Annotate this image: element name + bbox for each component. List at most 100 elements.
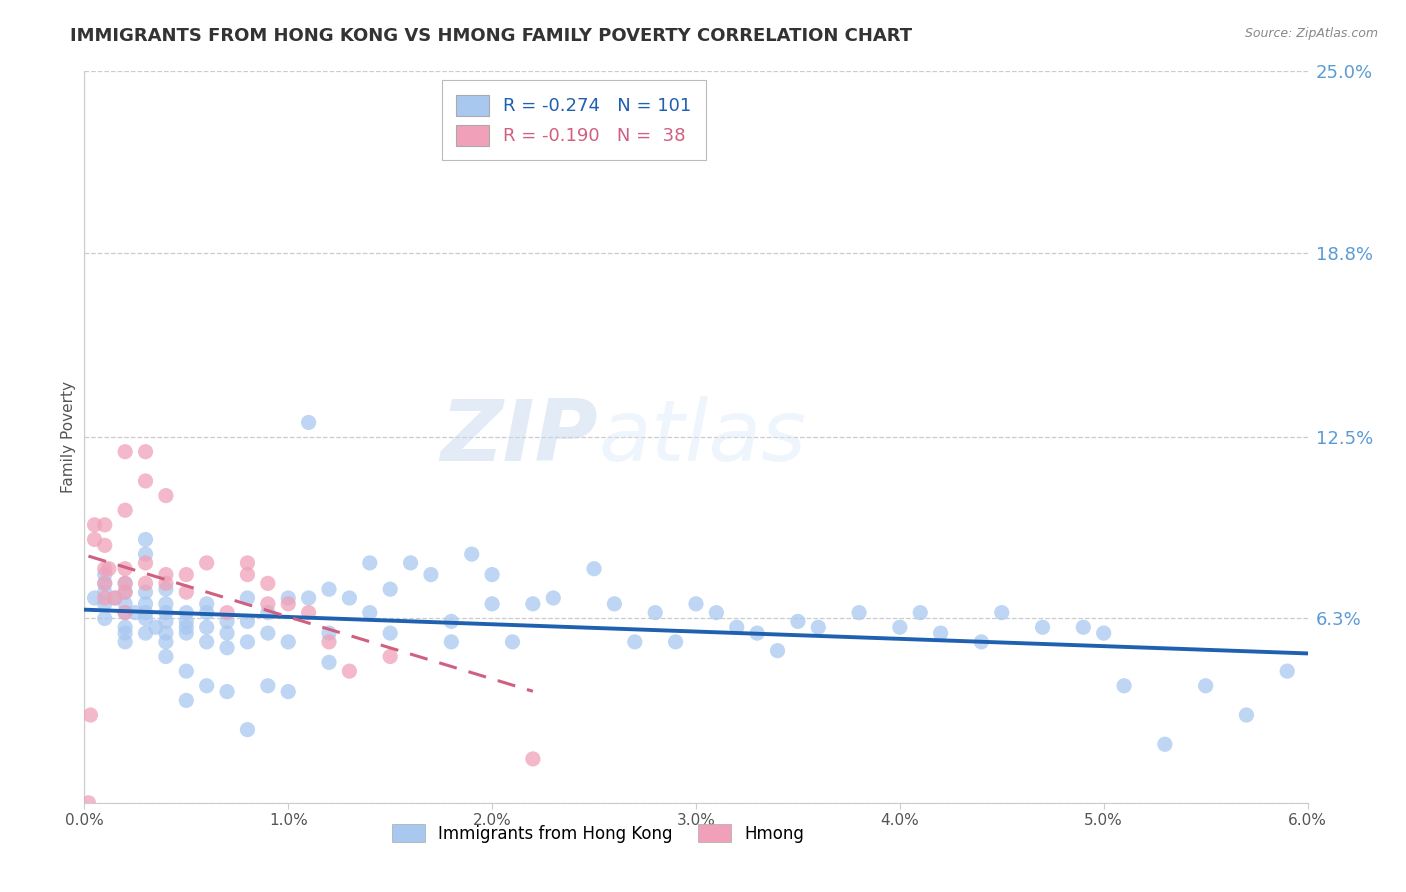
Point xyxy=(399,556,422,570)
Text: atlas: atlas xyxy=(598,395,806,479)
Point xyxy=(257,679,280,693)
Text: ZIP: ZIP xyxy=(440,395,598,479)
Point xyxy=(195,620,218,634)
Point xyxy=(257,576,280,591)
Point xyxy=(135,576,157,591)
Point xyxy=(79,708,101,723)
Point xyxy=(236,591,259,605)
Point xyxy=(420,567,443,582)
Point xyxy=(380,582,402,597)
Point xyxy=(298,591,321,605)
Point xyxy=(339,664,361,678)
Point xyxy=(991,606,1014,620)
Point xyxy=(114,576,136,591)
Point xyxy=(135,585,157,599)
Point xyxy=(114,585,136,599)
Point xyxy=(1195,679,1218,693)
Point xyxy=(747,626,769,640)
Point xyxy=(318,626,340,640)
Point xyxy=(543,591,565,605)
Point xyxy=(257,597,280,611)
Point xyxy=(889,620,911,634)
Point xyxy=(114,635,136,649)
Point xyxy=(195,556,218,570)
Point xyxy=(155,489,177,503)
Point xyxy=(104,591,127,605)
Point xyxy=(176,626,198,640)
Point xyxy=(195,606,218,620)
Point xyxy=(145,620,167,634)
Point xyxy=(583,562,606,576)
Point xyxy=(807,620,830,634)
Point xyxy=(277,591,299,605)
Point xyxy=(83,533,105,547)
Point xyxy=(176,567,198,582)
Point xyxy=(217,684,239,698)
Point xyxy=(93,567,117,582)
Point xyxy=(644,606,666,620)
Point xyxy=(481,597,503,611)
Point xyxy=(318,635,340,649)
Point xyxy=(257,626,280,640)
Point xyxy=(155,615,177,629)
Point xyxy=(277,684,299,698)
Point xyxy=(766,643,789,657)
Point xyxy=(83,591,105,605)
Point xyxy=(97,562,120,576)
Point xyxy=(624,635,647,649)
Point xyxy=(236,635,259,649)
Legend: Immigrants from Hong Kong, Hmong: Immigrants from Hong Kong, Hmong xyxy=(385,818,811,849)
Point xyxy=(114,626,136,640)
Point xyxy=(461,547,484,561)
Point xyxy=(298,606,321,620)
Point xyxy=(114,576,136,591)
Point xyxy=(236,723,259,737)
Point xyxy=(114,585,136,599)
Point xyxy=(114,503,136,517)
Point xyxy=(93,576,117,591)
Point xyxy=(277,635,299,649)
Point xyxy=(114,597,136,611)
Point xyxy=(155,606,177,620)
Point xyxy=(1032,620,1054,634)
Point xyxy=(155,567,177,582)
Point xyxy=(787,615,810,629)
Point xyxy=(318,582,340,597)
Point xyxy=(155,635,177,649)
Point xyxy=(93,562,117,576)
Point xyxy=(114,606,136,620)
Point xyxy=(725,620,748,634)
Point xyxy=(910,606,932,620)
Point xyxy=(236,556,259,570)
Point xyxy=(277,597,299,611)
Point xyxy=(93,538,117,552)
Point xyxy=(135,611,157,625)
Point xyxy=(155,582,177,597)
Point xyxy=(93,597,117,611)
Point xyxy=(135,533,157,547)
Point xyxy=(236,615,259,629)
Point xyxy=(176,585,198,599)
Point xyxy=(502,635,524,649)
Point xyxy=(195,635,218,649)
Point xyxy=(359,606,381,620)
Point xyxy=(195,597,218,611)
Point xyxy=(685,597,707,611)
Point xyxy=(104,591,127,605)
Point xyxy=(1073,620,1095,634)
Point xyxy=(848,606,870,620)
Point xyxy=(706,606,728,620)
Point xyxy=(339,591,361,605)
Point xyxy=(603,597,626,611)
Point xyxy=(217,626,239,640)
Point xyxy=(217,615,239,629)
Point xyxy=(176,664,198,678)
Point xyxy=(155,649,177,664)
Point xyxy=(481,567,503,582)
Point xyxy=(135,547,157,561)
Point xyxy=(217,640,239,655)
Point xyxy=(77,796,100,810)
Point xyxy=(298,416,321,430)
Point xyxy=(155,626,177,640)
Point xyxy=(522,597,544,611)
